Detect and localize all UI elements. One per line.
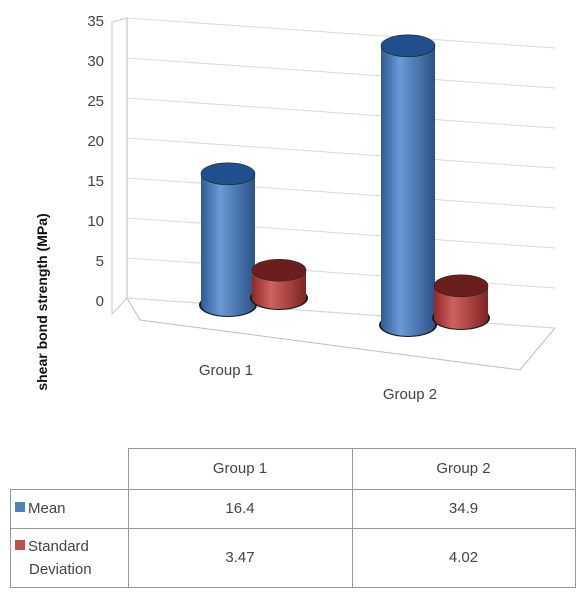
cell-mean-group-1: 16.4: [127, 488, 353, 529]
data-table-row-mean: Mean 16.4 34.9: [10, 488, 576, 529]
data-table-corner: [10, 448, 129, 490]
data-table-row-sd: Standard Deviation 3.47 4.02: [10, 527, 576, 588]
legend-label-mean: Mean: [28, 500, 66, 517]
y-tick-label: 20: [87, 133, 104, 150]
y-axis: 0 5 10 15 20 25 30 35: [87, 13, 104, 310]
y-axis-label: shear bond strength (MPa): [34, 213, 50, 390]
bar-mean-group-2: [379, 34, 437, 337]
y-tick-label: 25: [87, 93, 104, 110]
x-tick-label: Group 2: [383, 386, 437, 403]
x-tick-label: Group 1: [199, 362, 253, 379]
cell-sd-group-2: 4.02: [351, 527, 576, 588]
y-tick-label: 30: [87, 53, 104, 70]
data-table-header-row: Group 1 Group 2: [10, 448, 576, 490]
y-tick-label: 15: [87, 173, 104, 190]
y-tick-label: 10: [87, 213, 104, 230]
plot-bars: [199, 34, 490, 337]
legend-label-sd-line-1: Standard: [28, 537, 89, 555]
legend-standard-deviation: Standard Deviation: [10, 527, 129, 588]
legend-swatch-mean: [15, 502, 25, 512]
bar-standard-deviation-group-1: [250, 258, 308, 310]
legend-label-sd-line-2: Deviation: [29, 560, 92, 578]
data-table: Group 1 Group 2 Mean 16.4 34.9 Standard …: [10, 448, 576, 588]
x-axis: Group 1 Group 2: [199, 362, 437, 403]
legend-swatch-standard-deviation: [15, 539, 25, 550]
chart: 0 5 10 15 20 25 30 35 Group 1 Group 2 shear bond…: [34, 13, 557, 403]
bar-mean-group-1: [199, 162, 257, 317]
y-tick-label: 5: [96, 253, 104, 270]
bar-standard-deviation-group-2: [432, 274, 490, 330]
data-table-header-group-1: Group 1: [127, 448, 353, 490]
legend-mean: Mean: [10, 488, 129, 529]
y-tick-label: 35: [87, 13, 104, 30]
data-table-header-group-2: Group 2: [351, 448, 576, 490]
cell-sd-group-1: 3.47: [127, 527, 353, 588]
cell-mean-group-2: 34.9: [351, 488, 576, 529]
y-tick-label: 0: [96, 293, 104, 310]
